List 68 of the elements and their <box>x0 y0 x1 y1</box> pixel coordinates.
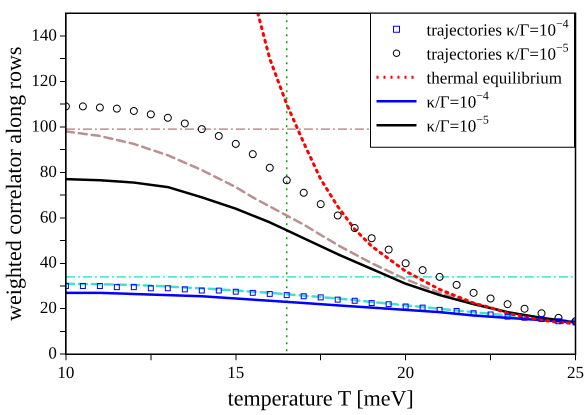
point <box>198 288 205 294</box>
point <box>214 132 223 140</box>
y-tick-label: 80 <box>40 162 57 181</box>
point <box>368 300 375 306</box>
point <box>418 266 427 274</box>
point <box>300 188 308 197</box>
point <box>350 224 359 232</box>
y-tick-label: 0 <box>48 344 57 363</box>
point <box>164 285 171 292</box>
point <box>266 164 274 172</box>
point <box>436 272 444 281</box>
point <box>130 284 137 290</box>
point <box>486 294 495 303</box>
y-tick-label: 20 <box>40 298 57 318</box>
x-tick-label: 10 <box>57 362 74 382</box>
point <box>470 288 478 297</box>
point <box>520 304 529 313</box>
point <box>316 200 325 208</box>
point <box>538 316 544 322</box>
point <box>164 114 172 122</box>
point <box>248 150 257 158</box>
point <box>300 293 307 300</box>
y-tick-label: 60 <box>40 207 57 226</box>
point <box>130 106 138 115</box>
point <box>402 303 409 310</box>
point <box>232 140 240 148</box>
point <box>386 301 392 308</box>
y-tick-label: 140 <box>31 25 57 44</box>
point <box>522 314 528 321</box>
point <box>554 314 563 322</box>
point <box>266 290 273 297</box>
point <box>80 283 86 289</box>
point <box>556 318 562 324</box>
point <box>250 290 256 296</box>
point <box>452 280 461 289</box>
x-tick-label: 25 <box>567 362 584 382</box>
y-tick-label: 120 <box>31 70 57 90</box>
point <box>282 176 291 184</box>
point <box>318 294 324 300</box>
point <box>148 285 154 292</box>
point <box>368 234 376 242</box>
x-tick-label: 20 <box>397 362 414 382</box>
point <box>334 212 342 220</box>
y-tick-label: 100 <box>31 116 57 136</box>
point <box>96 283 103 289</box>
point <box>114 284 120 290</box>
x-axis-title: temperature T [meV] <box>228 386 414 411</box>
point <box>146 110 155 118</box>
point <box>352 298 358 304</box>
point <box>232 288 239 295</box>
y-tick-label: 40 <box>40 252 57 272</box>
legend-label: thermal equilibrium <box>426 68 562 88</box>
y-axis-title: weighted correlator along rows <box>0 46 26 321</box>
point <box>112 104 121 113</box>
line-series <box>256 13 576 326</box>
point <box>504 300 512 308</box>
point <box>402 259 410 268</box>
point <box>182 286 188 292</box>
point <box>384 246 393 254</box>
point <box>78 102 87 110</box>
point <box>284 292 290 298</box>
point <box>504 314 511 320</box>
point <box>334 296 341 303</box>
point <box>198 125 206 134</box>
x-tick-label: 15 <box>227 362 244 382</box>
point <box>216 288 222 294</box>
point <box>180 119 189 128</box>
point <box>96 104 104 112</box>
